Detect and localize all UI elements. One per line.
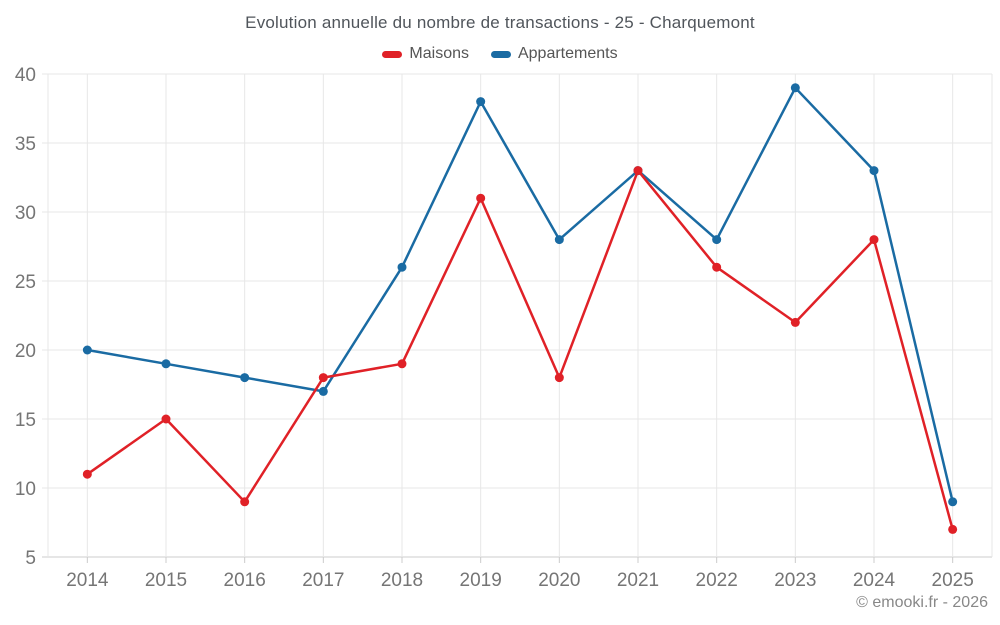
legend-swatch-appartements <box>490 50 511 58</box>
data-point-maisons-2020 <box>554 373 564 383</box>
series-line-maisons <box>86 169 954 531</box>
x-axis-tick-label: 2024 <box>853 570 896 591</box>
legend-item-maisons[interactable]: Maisons <box>382 45 469 63</box>
y-axis-tick-label: 25 <box>15 272 36 293</box>
data-point-maisons-2024 <box>869 235 879 245</box>
data-point-appartements-2024 <box>869 166 879 176</box>
data-point-appartements-2023 <box>790 83 800 93</box>
data-point-appartements-2025 <box>948 497 958 507</box>
data-point-maisons-2017 <box>318 373 328 383</box>
x-axis-tick-label: 2015 <box>145 570 187 591</box>
x-axis-tick-label: 2014 <box>66 570 109 591</box>
x-axis-tick-label: 2023 <box>774 570 816 591</box>
y-axis-tick-label: 30 <box>15 203 36 224</box>
y-axis-tick-label: 20 <box>15 341 36 362</box>
data-point-maisons-2022 <box>712 262 722 272</box>
legend-swatch-maisons <box>382 50 403 58</box>
data-point-maisons-2014 <box>82 469 92 479</box>
legend-label-maisons: Maisons <box>409 45 469 62</box>
data-point-appartements-2016 <box>240 373 250 383</box>
data-point-appartements-2017 <box>318 386 328 396</box>
data-point-maisons-2016 <box>240 497 250 507</box>
x-axis-tick-label: 2025 <box>932 570 974 591</box>
data-point-appartements-2015 <box>161 359 171 369</box>
data-point-appartements-2022 <box>712 235 722 245</box>
x-axis-tick-label: 2017 <box>302 570 344 591</box>
y-axis-tick-label: 35 <box>15 134 36 155</box>
x-axis-tick-label: 2021 <box>617 570 659 591</box>
data-point-appartements-2018 <box>397 262 407 272</box>
chart-title: Evolution annuelle du nombre de transact… <box>245 13 755 32</box>
series-line-appartements <box>86 86 954 504</box>
data-point-appartements-2019 <box>476 97 486 107</box>
legend: Maisons Appartements <box>0 45 1000 63</box>
data-point-maisons-2015 <box>161 414 171 424</box>
data-point-maisons-2025 <box>948 524 958 534</box>
attribution: © emooki.fr - 2026 <box>856 594 988 611</box>
legend-item-appartements[interactable]: Appartements <box>490 45 618 63</box>
data-point-appartements-2020 <box>554 235 564 245</box>
data-point-maisons-2023 <box>790 317 800 327</box>
y-axis-tick-label: 15 <box>15 410 36 431</box>
x-axis-tick-label: 2019 <box>460 570 502 591</box>
x-axis-tick-label: 2018 <box>381 570 423 591</box>
data-point-maisons-2021 <box>633 166 643 176</box>
data-point-appartements-2014 <box>82 345 92 355</box>
data-point-maisons-2019 <box>476 193 486 203</box>
x-axis-tick-label: 2020 <box>538 570 580 591</box>
y-axis-tick-label: 5 <box>25 548 36 569</box>
data-point-maisons-2018 <box>397 359 407 369</box>
x-axis-tick-label: 2016 <box>224 570 266 591</box>
y-axis-tick-label: 40 <box>15 65 36 86</box>
y-axis-tick-label: 10 <box>15 479 36 500</box>
legend-label-appartements: Appartements <box>517 45 618 62</box>
x-axis-tick-label: 2022 <box>696 570 738 591</box>
